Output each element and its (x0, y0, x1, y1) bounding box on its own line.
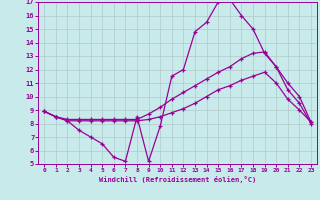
X-axis label: Windchill (Refroidissement éolien,°C): Windchill (Refroidissement éolien,°C) (99, 176, 256, 183)
